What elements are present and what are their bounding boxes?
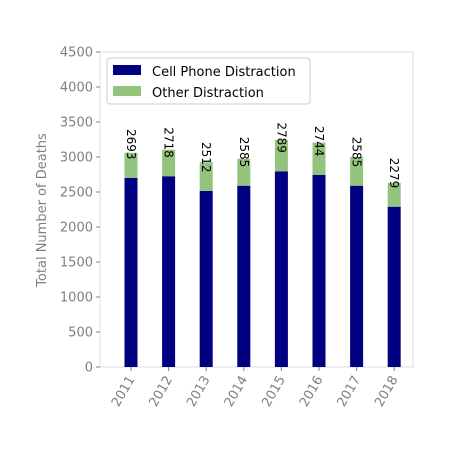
y-tick-label: 2000 (60, 221, 93, 236)
bar-other (387, 182, 401, 207)
x-tick-label: 2012 (147, 374, 177, 410)
y-tick-label: 0 (85, 361, 93, 376)
bar-other (199, 162, 213, 191)
data-labels-group: 2693 2718 2512 2585 2789 2744 2585 2279 (124, 122, 401, 188)
x-tick-label: 2013 (184, 374, 214, 410)
data-label: 2744 (312, 126, 326, 157)
x-tick-label: 2011 (109, 374, 139, 410)
bar-other (124, 152, 138, 178)
bar-other (350, 157, 364, 186)
legend: Cell Phone Distraction Other Distraction (106, 57, 311, 105)
y-tick-label: 3000 (60, 151, 93, 166)
bars-group (124, 139, 401, 367)
y-axis: 0 500 1000 1500 2000 2500 3000 3500 4000 4500 (60, 46, 100, 376)
legend-label-other: Other Distraction (152, 86, 264, 101)
legend-label-cell-phone: Cell Phone Distraction (152, 65, 296, 80)
y-tick-label: 1000 (60, 291, 93, 306)
bar-other (162, 149, 176, 177)
bar-cell-phone (162, 176, 176, 367)
legend-box (106, 57, 311, 105)
y-tick-label: 1500 (60, 256, 93, 271)
legend-swatch-other (113, 86, 141, 96)
data-label: 2585 (237, 137, 251, 168)
bar-cell-phone (350, 185, 364, 367)
bar-other (274, 139, 288, 172)
y-tick-label: 2500 (60, 186, 93, 201)
x-tick-label: 2018 (372, 374, 402, 410)
x-tick-label: 2014 (222, 374, 252, 410)
x-tick-label: 2015 (259, 374, 289, 410)
y-tick-label: 4000 (60, 81, 93, 96)
y-tick-label: 3500 (60, 116, 93, 131)
x-tick-label: 2016 (297, 374, 327, 410)
data-label: 2585 (350, 137, 364, 168)
data-label: 2718 (162, 127, 176, 158)
bar-cell-phone (312, 174, 326, 367)
data-label: 2789 (274, 122, 288, 153)
data-label: 2693 (124, 129, 138, 160)
bar-cell-phone (387, 206, 401, 367)
bar-cell-phone (199, 190, 213, 367)
y-axis-title: Total Number of Deaths (35, 133, 50, 288)
x-tick-label: 2017 (335, 374, 365, 410)
bar-other (312, 142, 326, 175)
bar-cell-phone (274, 171, 288, 367)
bar-cell-phone (237, 185, 251, 367)
x-axis: 2011 2012 2013 2014 2015 2016 2017 2018 (109, 367, 402, 410)
legend-swatch-cell-phone (113, 65, 141, 75)
data-label: 2279 (387, 158, 401, 189)
data-label: 2512 (199, 142, 213, 173)
y-tick-label: 4500 (60, 46, 93, 61)
bar-other (237, 158, 251, 186)
bar-cell-phone (124, 178, 138, 367)
y-tick-label: 500 (68, 326, 93, 341)
